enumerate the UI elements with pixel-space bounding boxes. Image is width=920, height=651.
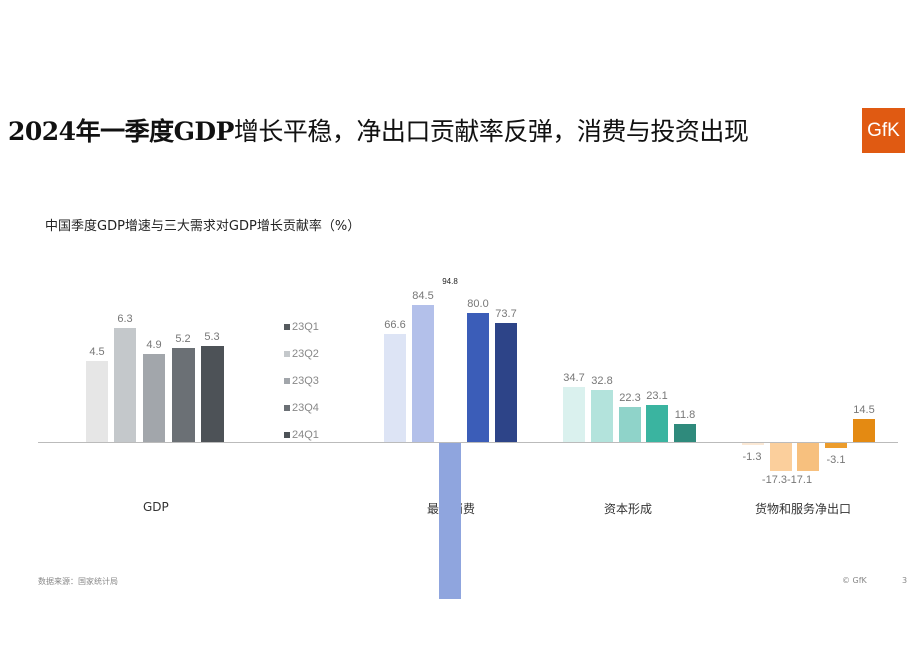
bar-netexport-23q2	[770, 443, 792, 471]
label-gdp-23q2: 6.3	[117, 313, 133, 325]
label-consumption-24q1: 73.7	[495, 308, 517, 320]
bar-gdp-23q1	[86, 361, 108, 442]
legend-item-24q1: 24Q1	[284, 421, 319, 448]
bar-netexport-24q1	[853, 419, 875, 442]
bar-consumption-23q4	[467, 313, 489, 442]
chart-legend: 23Q1 23Q2 23Q3 23Q4 24Q1	[284, 313, 319, 448]
bar-consumption-24q1	[495, 323, 517, 442]
bar-capital-24q1	[674, 424, 696, 442]
label-consumption-23q4: 80.0	[467, 298, 489, 310]
label-capital-23q3: 22.3	[619, 392, 641, 404]
label-netexport-24q1: 14.5	[853, 404, 875, 416]
bar-gdp-23q2	[114, 328, 136, 442]
label-consumption-23q3: 94.8	[442, 277, 458, 286]
bar-consumption-23q2	[412, 305, 434, 442]
label-capital-24q1: 11.8	[674, 409, 696, 421]
bar-netexport-23q3	[797, 443, 819, 471]
label-gdp-23q4: 5.2	[175, 333, 191, 345]
legend-item-23q2: 23Q2	[284, 340, 319, 367]
data-source: 数据来源：国家统计局	[38, 577, 118, 586]
legend-swatch-icon	[284, 404, 290, 411]
legend-item-23q4: 23Q4	[284, 394, 319, 421]
bar-capital-23q1	[563, 387, 585, 442]
legend-item-23q3: 23Q3	[284, 367, 319, 394]
label-gdp-23q1: 4.5	[89, 346, 105, 358]
label-gdp-24q1: 5.3	[204, 331, 220, 343]
category-label-netexport: 货物和服务净出口	[755, 502, 852, 516]
label-consumption-23q1: 66.6	[384, 319, 406, 331]
legend-swatch-icon	[284, 350, 290, 357]
copyright: © GfK	[842, 576, 867, 585]
label-netexport-23q1: -1.3	[742, 451, 762, 463]
legend-swatch-icon	[284, 323, 290, 330]
label-gdp-23q3: 4.9	[146, 339, 162, 351]
label-netexport-23q4: -3.1	[826, 454, 846, 466]
bar-gdp-23q4	[172, 348, 195, 442]
bar-gdp-23q3	[143, 354, 165, 442]
legend-swatch-icon	[284, 431, 290, 438]
slide-title-bold: 2024年一季度GDP	[8, 117, 234, 146]
label-capital-23q4: 23.1	[646, 390, 668, 402]
bar-netexport-23q1	[742, 443, 764, 445]
slide-title: 2024年一季度GDP增长平稳，净出口贡献率反弹，消费与投资出现	[8, 112, 749, 148]
gfk-logo: GfK	[862, 108, 905, 153]
bar-capital-23q4	[646, 405, 668, 442]
category-label-gdp: GDP	[143, 500, 169, 514]
legend-swatch-icon	[284, 377, 290, 384]
bar-consumption-23q3	[439, 443, 461, 599]
x-axis-baseline	[38, 442, 898, 443]
category-label-capital: 资本形成	[604, 502, 653, 516]
page-number: 3	[902, 576, 908, 585]
chart-title: 中国季度GDP增速与三大需求对GDP增长贡献率（%）	[45, 219, 361, 234]
label-consumption-23q2: 84.5	[412, 290, 434, 302]
bar-consumption-23q1	[384, 334, 406, 442]
bar-capital-23q3	[619, 407, 641, 442]
label-capital-23q2: 32.8	[591, 375, 613, 387]
bar-capital-23q2	[591, 390, 613, 442]
bar-gdp-24q1	[201, 346, 224, 442]
label-netexport-23q2: -17.3	[761, 474, 787, 486]
bar-netexport-23q4	[825, 443, 847, 448]
label-netexport-23q3: -17.1	[787, 474, 813, 486]
legend-item-23q1: 23Q1	[284, 313, 319, 340]
label-capital-23q1: 34.7	[563, 372, 585, 384]
bar-consumption-23q3-overlay	[439, 495, 461, 519]
slide-title-rest: 增长平稳，净出口贡献率反弹，消费与投资出现	[233, 117, 749, 146]
